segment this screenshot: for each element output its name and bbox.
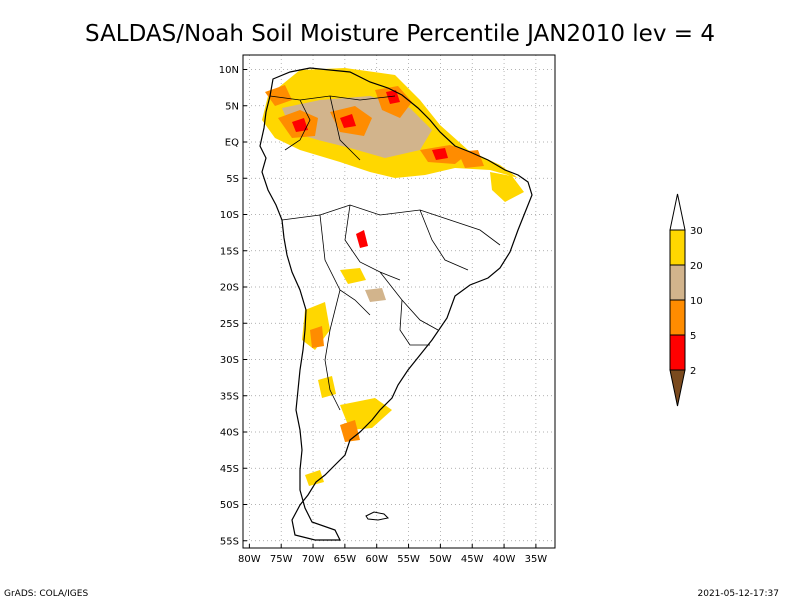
colorbar-label: 10 <box>690 296 703 307</box>
lon-tick-label: 75W <box>270 554 293 565</box>
field-orange-5 <box>265 85 292 106</box>
lat-tick-label: 35S <box>220 391 239 402</box>
map-border <box>242 54 556 549</box>
lon-tick-label: 70W <box>302 554 325 565</box>
map-panel <box>242 54 556 549</box>
south-america-coastline <box>259 67 533 541</box>
lat-tick-label: 25S <box>220 319 239 330</box>
field-tan-south-1 <box>365 288 386 302</box>
colorbar-label: 30 <box>690 226 703 237</box>
percentile-field <box>262 68 524 486</box>
lat-tick-label: 50S <box>220 500 239 511</box>
lat-tick-label: 40S <box>220 428 239 439</box>
field-orange-ne <box>458 150 484 168</box>
field-orange-south-1 <box>310 326 324 348</box>
colorbar-segment <box>669 299 686 336</box>
lon-tick-label: 50W <box>429 554 452 565</box>
lon-tick-label: 60W <box>365 554 388 565</box>
colorbar-segment <box>669 264 686 301</box>
lon-axis: 80W 75W 70W 65W 60W 55W 50W 45W 40W 35W <box>238 544 547 565</box>
colorbar-label: 20 <box>690 261 703 272</box>
map-title: SALDAS/Noah Soil Moisture Percentile JAN… <box>85 21 715 47</box>
lon-tick-label: 45W <box>461 554 484 565</box>
falkland-islands <box>365 511 390 521</box>
field-gold-ne <box>490 172 524 202</box>
lon-tick-label: 55W <box>397 554 420 565</box>
lon-tick-label: 40W <box>493 554 516 565</box>
lat-tick-label: 10S <box>220 210 239 221</box>
lat-tick-label: 10N <box>219 65 239 76</box>
country-borders <box>269 95 501 411</box>
colorbar-segment <box>669 193 686 231</box>
colorbar-label: 5 <box>690 331 696 342</box>
colorbar-segment <box>669 229 686 266</box>
lat-tick-label: EQ <box>225 138 239 149</box>
field-red-1 <box>292 118 308 132</box>
lat-tick-label: 5N <box>225 101 239 112</box>
lat-tick-label: 45S <box>220 464 239 475</box>
lat-axis: 10N 5N EQ 5S 10S 15S 20S 25S 30S 35S 40S 45S 50S 55S <box>219 65 247 547</box>
lat-tick-label: 20S <box>220 283 239 294</box>
field-gold-south-1 <box>340 268 366 284</box>
colorbar: 2 5 10 20 30 <box>669 193 703 407</box>
colorbar-label: 2 <box>690 366 696 377</box>
field-red-3 <box>386 90 400 104</box>
lat-tick-label: 55S <box>220 536 239 547</box>
field-gold-south-5 <box>305 470 324 486</box>
footer-timestamp: 2021-05-12-17:37 <box>698 589 780 599</box>
footer-credit: GrADS: COLA/IGES <box>4 589 88 599</box>
colorbar-segment <box>669 334 686 371</box>
lat-tick-label: 5S <box>226 174 239 185</box>
field-red-4 <box>432 148 448 160</box>
field-red-2 <box>340 114 356 128</box>
lon-tick-label: 80W <box>238 554 261 565</box>
lat-tick-label: 15S <box>220 246 239 257</box>
field-red-5 <box>356 230 368 248</box>
lon-tick-label: 35W <box>525 554 548 565</box>
lon-tick-label: 65W <box>334 554 357 565</box>
colorbar-segment <box>669 369 686 407</box>
lat-tick-label: 30S <box>220 355 239 366</box>
